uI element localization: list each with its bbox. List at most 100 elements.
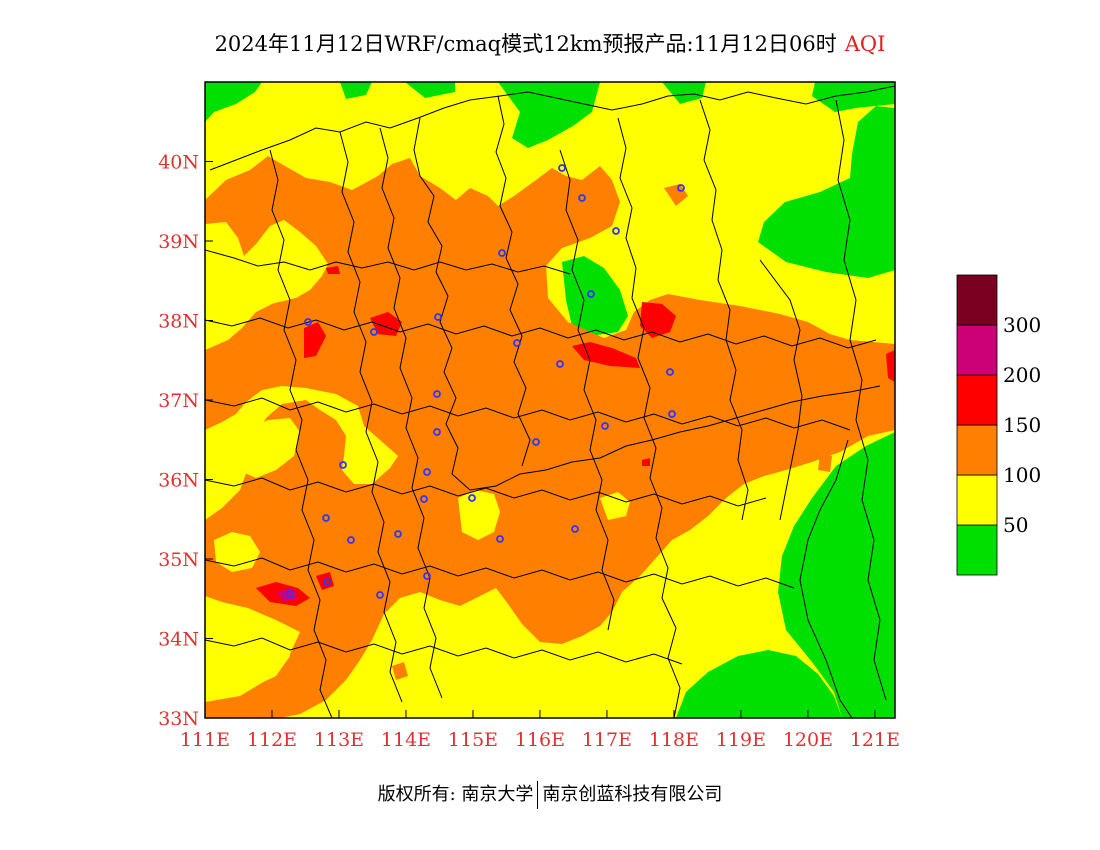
station-marker — [347, 536, 355, 544]
station-marker — [612, 227, 620, 235]
station-marker — [339, 461, 347, 469]
aqi-high-main — [205, 156, 895, 718]
footer-right: 南京创蓝科技有限公司 — [542, 784, 723, 805]
copyright-footer: 版权所有: 南京大学 南京创蓝科技有限公司 — [0, 780, 1100, 809]
station-marker — [571, 525, 579, 533]
lat-tick-label: 40N — [158, 152, 199, 174]
aqi-moderate-southwest — [208, 606, 290, 694]
legend-label: 200 — [1003, 363, 1041, 387]
lon-tick-label: 117E — [582, 729, 632, 751]
lon-tick-label: 113E — [314, 729, 364, 751]
footer-left: 版权所有: 南京大学 — [377, 784, 534, 805]
aqi-good-east — [758, 106, 895, 278]
legend-swatch — [956, 474, 998, 526]
lat-tick-label: 34N — [158, 629, 199, 651]
station-markers — [286, 164, 685, 599]
lon-tick-label: 119E — [716, 729, 766, 751]
station-marker — [304, 318, 312, 326]
legend-swatch — [956, 324, 998, 376]
station-marker — [433, 390, 441, 398]
aqi-good-northeast — [812, 82, 895, 112]
lon-tick-label: 114E — [381, 729, 431, 751]
lon-tick-label: 121E — [850, 729, 900, 751]
legend-swatch — [956, 424, 998, 476]
station-marker — [420, 495, 428, 503]
aqi-high-blob-1 — [664, 184, 688, 206]
longitude-axis: 111E 112E 113E 114E 115E 116E 117E 118E 119E 120E… — [180, 710, 900, 751]
aqi-moderate-hole-2 — [226, 418, 300, 478]
title-main: 2024年11月12日WRF/cmaq模式12km预报产品:11月12日06时 — [214, 32, 837, 56]
legend-label: 300 — [1003, 313, 1041, 337]
station-marker — [578, 194, 586, 202]
legend-label: 100 — [1003, 463, 1041, 487]
station-marker — [668, 410, 676, 418]
station-marker — [496, 535, 504, 543]
station-marker — [587, 290, 595, 298]
station-marker — [498, 249, 506, 257]
aqi-unhealthy-4 — [304, 322, 326, 358]
station-marker — [556, 360, 564, 368]
lon-tick-label: 115E — [448, 729, 498, 751]
lon-tick-label: 111E — [180, 729, 230, 751]
aqi-unhealthy-7 — [886, 350, 895, 382]
aqi-high-blob-2 — [392, 662, 408, 680]
legend-swatch — [956, 374, 998, 426]
station-marker — [532, 438, 540, 446]
station-marker — [433, 428, 441, 436]
title-variable: AQI — [844, 32, 886, 56]
aqi-unhealthy-1 — [640, 302, 676, 338]
station-marker — [370, 328, 378, 336]
aqi-good-south — [676, 650, 842, 718]
aqi-moderate-hole-1 — [248, 262, 300, 306]
aqi-good-pocket — [562, 256, 628, 336]
aqi-good-southeast — [778, 432, 895, 718]
map-title: 2024年11月12日WRF/cmaq模式12km预报产品:11月12日06时 A… — [0, 28, 1100, 58]
aqi-unhealthy-8 — [326, 266, 340, 274]
aqi-good-northwest — [205, 82, 262, 122]
lat-tick-label: 39N — [158, 231, 199, 253]
aqi-good-north-2 — [405, 82, 455, 98]
station-marker — [468, 494, 476, 502]
lat-tick-label: 38N — [158, 311, 199, 333]
aqi-field — [205, 82, 895, 718]
legend-label: 50 — [1003, 513, 1028, 537]
aqi-moderate-west — [205, 232, 252, 340]
lon-tick-label: 120E — [783, 729, 833, 751]
admin-boundaries — [205, 85, 895, 718]
aqi-good-north-4 — [662, 82, 706, 104]
station-marker — [558, 164, 566, 172]
lat-tick-label: 37N — [158, 390, 199, 412]
legend-swatch — [956, 524, 998, 576]
aqi-moderate-hole-5 — [600, 492, 630, 520]
lat-tick-label: 36N — [158, 470, 199, 492]
station-marker — [376, 591, 384, 599]
aqi-good-north-1 — [340, 82, 372, 99]
footer-separator — [537, 781, 539, 809]
aqi-unhealthy-9 — [642, 458, 650, 466]
legend-swatch — [956, 274, 998, 326]
lon-tick-label: 112E — [247, 729, 297, 751]
lat-tick-label: 35N — [158, 549, 199, 571]
lat-tick-label: 33N — [158, 708, 199, 730]
lon-tick-label: 116E — [515, 729, 565, 751]
station-marker — [322, 514, 330, 522]
station-marker — [394, 530, 402, 538]
aqi-legend: 50 100 150 200 300 — [956, 274, 1041, 576]
station-marker — [423, 468, 431, 476]
aqi-moderate-hole-4 — [458, 490, 500, 540]
station-marker — [434, 313, 442, 321]
latitude-axis: 33N 34N 35N 36N 37N 38N 39N 40N — [158, 152, 213, 730]
station-marker — [601, 422, 609, 430]
station-marker — [286, 590, 294, 598]
aqi-good-north-3 — [498, 82, 600, 148]
station-marker — [423, 572, 431, 580]
station-marker — [666, 368, 674, 376]
legend-label: 150 — [1003, 413, 1041, 437]
aqi-high-blob-3 — [818, 454, 832, 472]
aqi-unhealthy-2 — [572, 342, 640, 368]
lon-tick-label: 118E — [649, 729, 699, 751]
station-marker — [677, 184, 685, 192]
station-marker — [513, 339, 521, 347]
station-marker — [323, 578, 331, 586]
